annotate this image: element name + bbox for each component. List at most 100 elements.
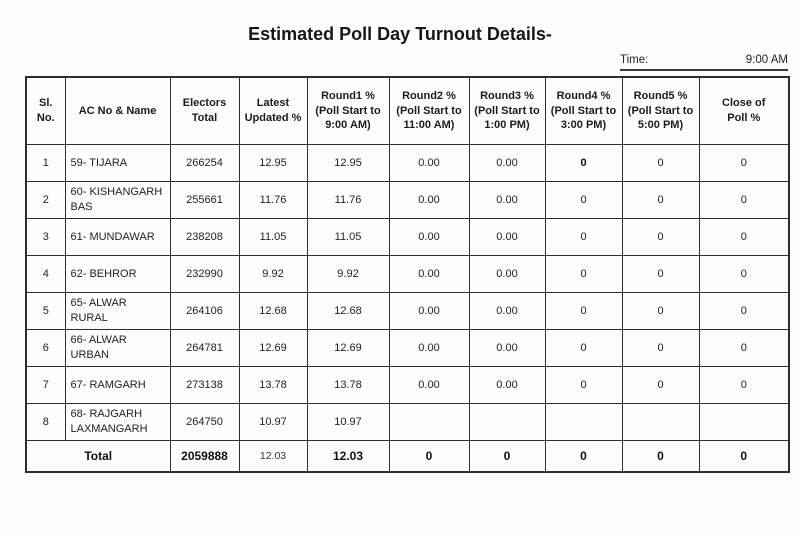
table-cell: 0.00: [468, 366, 546, 404]
table-cell: 0: [621, 218, 700, 256]
table-cell: 0.00: [388, 366, 470, 404]
table-cell: [544, 403, 623, 441]
table-cell: 0.00: [468, 292, 546, 330]
table-cell: 0.00: [388, 255, 470, 293]
table-cell: [468, 403, 546, 441]
table-cell: 13.78: [238, 366, 308, 404]
table-cell: 255661: [169, 181, 240, 219]
table-cell: 0: [544, 366, 623, 404]
table-row: 7 67- RAMGARH 273138 13.78 13.78 0.00 0.00 0 0 0: [25, 366, 790, 404]
column-header: Sl. No.: [25, 76, 66, 145]
table-cell: 9.92: [238, 255, 308, 293]
table-row: 8 68- RAJGARH LAXMANGARH 264750 10.97 10.97: [25, 403, 790, 441]
table-cell: 0: [698, 181, 790, 219]
table-cell: 10.97: [238, 403, 308, 441]
table-cell: 11.05: [238, 218, 308, 256]
table-cell: 11.76: [238, 181, 308, 219]
column-header: Round3 % (Poll Start to 1:00 PM): [468, 76, 546, 145]
time-row: Time: 9:00 AM: [620, 54, 788, 71]
table-cell: 0.00: [468, 218, 546, 256]
table-cell: 1: [25, 144, 66, 182]
table-cell: 9.92: [306, 255, 390, 293]
table-cell: 0.00: [468, 144, 546, 182]
total-value-cell: 0: [388, 440, 470, 473]
table-cell: 12.68: [306, 292, 390, 330]
table-header: Sl. No. AC No & Name Electors Total Latest …: [25, 76, 790, 145]
table-cell: 266254: [169, 144, 240, 182]
total-value-cell: 2059888: [169, 440, 240, 473]
table-cell: 0.00: [468, 181, 546, 219]
ac-name-cell: 60- KISHANGARH BAS: [64, 181, 171, 219]
column-header: Latest Updated %: [238, 76, 308, 145]
table-row: 2 60- KISHANGARH BAS 255661 11.76 11.76 0.00 0…: [25, 181, 790, 219]
table-cell: [388, 403, 470, 441]
table-cell: 5: [25, 292, 66, 330]
page-title: Estimated Poll Day Turnout Details-: [248, 24, 552, 44]
table-cell: 0: [698, 218, 790, 256]
table-cell: 0: [544, 144, 623, 182]
table-cell: 0: [544, 255, 623, 293]
table-cell: 11.05: [306, 218, 390, 256]
table-cell: [621, 403, 700, 441]
table-cell: 0: [544, 218, 623, 256]
table-cell: 273138: [169, 366, 240, 404]
total-value-cell: 0: [698, 440, 790, 473]
ac-name-cell: 62- BEHROR: [64, 255, 171, 293]
column-header: Round2 % (Poll Start to 11:00 AM): [388, 76, 470, 145]
column-header: AC No & Name: [64, 76, 171, 145]
table-cell: 8: [25, 403, 66, 441]
ac-name-cell: 59- TIJARA: [64, 144, 171, 182]
ac-name-cell: 61- MUNDAWAR: [64, 218, 171, 256]
table-cell: 2: [25, 181, 66, 219]
column-header: Round4 % (Poll Start to 3:00 PM): [544, 76, 623, 145]
table-cell: 0: [698, 144, 790, 182]
table-cell: 0: [621, 366, 700, 404]
total-row: Total 2059888 12.03 12.03 0 0 0 0 0: [25, 440, 790, 473]
ac-name-cell: 67- RAMGARH: [64, 366, 171, 404]
total-label: Total: [25, 440, 171, 473]
table-cell: 0: [621, 329, 700, 367]
table-cell: 12.95: [306, 144, 390, 182]
table-row: 6 66- ALWAR URBAN 264781 12.69 12.69 0.00 0.00…: [25, 329, 790, 367]
ac-name-cell: 66- ALWAR URBAN: [64, 329, 171, 367]
total-value-cell: 12.03: [306, 440, 390, 473]
table-cell: 0: [621, 292, 700, 330]
table-cell: 0.00: [468, 329, 546, 367]
table-cell: [698, 403, 790, 441]
total-value-cell: 0: [468, 440, 546, 473]
table-body: 1 59- TIJARA 266254 12.95 12.95 0.00 0.00 0 0 0 2 6…: [25, 144, 790, 473]
table-cell: 0.00: [388, 181, 470, 219]
table-cell: 7: [25, 366, 66, 404]
table-cell: 264750: [169, 403, 240, 441]
ac-name-cell: 68- RAJGARH LAXMANGARH: [64, 403, 171, 441]
table-cell: 12.68: [238, 292, 308, 330]
table-cell: 12.69: [306, 329, 390, 367]
total-value-cell: 0: [621, 440, 700, 473]
table-row: 3 61- MUNDAWAR 238208 11.05 11.05 0.00 0.00 0 0 0: [25, 218, 790, 256]
column-header: Round5 % (Poll Start to 5:00 PM): [621, 76, 700, 145]
table-cell: 0: [621, 255, 700, 293]
table-cell: 0: [621, 181, 700, 219]
table-cell: 0.00: [468, 255, 546, 293]
table-cell: 11.76: [306, 181, 390, 219]
table-cell: 264781: [169, 329, 240, 367]
table-cell: 0: [544, 292, 623, 330]
total-value-cell: 12.03: [238, 440, 308, 473]
table-cell: 0: [698, 292, 790, 330]
table-cell: 13.78: [306, 366, 390, 404]
table-cell: 12.95: [238, 144, 308, 182]
table-cell: 238208: [169, 218, 240, 256]
time-label: Time:: [620, 54, 649, 66]
table-cell: 12.69: [238, 329, 308, 367]
table-cell: 0: [698, 255, 790, 293]
table-cell: 6: [25, 329, 66, 367]
column-header: Round1 % (Poll Start to 9:00 AM): [306, 76, 390, 145]
table-cell: 3: [25, 218, 66, 256]
time-value: 9:00 AM: [745, 54, 788, 66]
table-cell: 10.97: [306, 403, 390, 441]
table-row: 4 62- BEHROR 232990 9.92 9.92 0.00 0.00 0 0 0: [25, 255, 790, 293]
table-cell: 0: [698, 329, 790, 367]
table-cell: 0: [544, 329, 623, 367]
turnout-table: Sl. No. AC No & Name Electors Total Latest …: [25, 76, 790, 473]
